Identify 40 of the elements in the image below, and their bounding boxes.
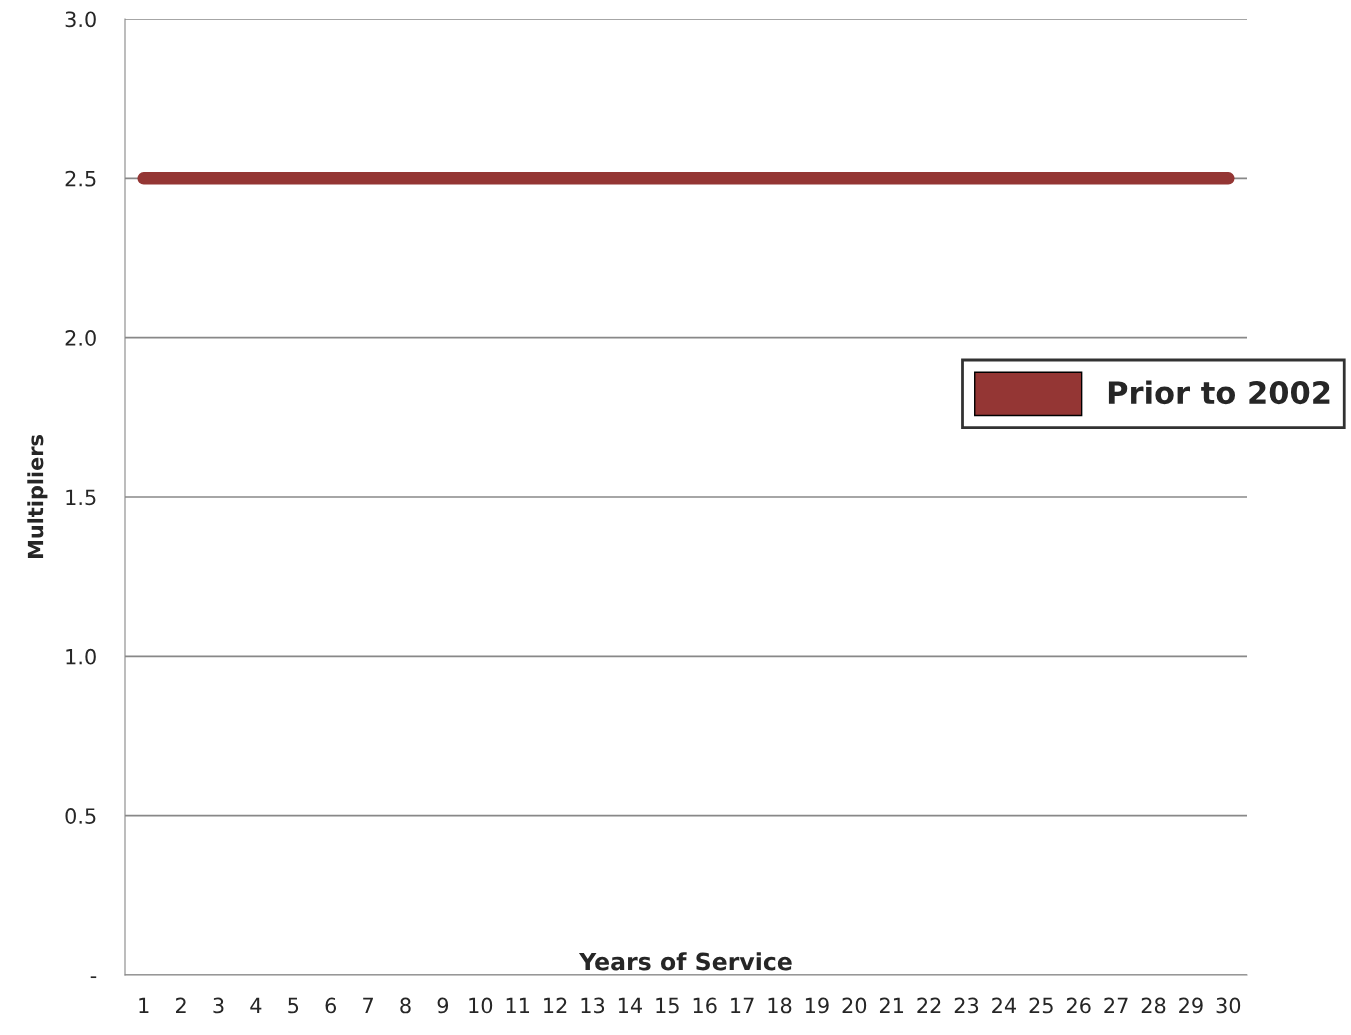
x-tick-label: 16 (693, 997, 717, 1014)
x-tick-label: 22 (917, 997, 941, 1014)
y-tick-label: 1.0 (66, 648, 96, 665)
y-tick-label: 3.0 (65, 11, 96, 28)
y-tick-label: 0.5 (65, 808, 96, 824)
legend-label: Prior to 2002 (1108, 380, 1330, 405)
x-tick-label: 26 (1066, 997, 1091, 1014)
x-tick-label: 6 (325, 997, 337, 1014)
x-tick-label: 25 (1029, 997, 1053, 1014)
x-tick-label: 1 (139, 997, 149, 1014)
x-tick-label: 9 (437, 997, 449, 1014)
x-tick-label: 2 (176, 997, 186, 1014)
x-tick-label: 11 (506, 997, 530, 1014)
x-tick-label: 20 (842, 997, 867, 1014)
y-tick-label: - (90, 976, 97, 979)
x-tick-label: 27 (1104, 997, 1128, 1014)
x-tick-label: 10 (469, 997, 493, 1014)
x-tick-label: 21 (879, 997, 904, 1014)
x-tick-label: 19 (805, 997, 829, 1014)
x-tick-label: 5 (288, 997, 299, 1014)
x-tick-label: 3 (213, 997, 224, 1014)
x-tick-label: 30 (1216, 997, 1241, 1014)
x-tick-label: 8 (400, 997, 411, 1014)
x-axis-title: Years of Service (578, 952, 792, 971)
x-tick-label: 12 (544, 997, 567, 1014)
x-tick-label: 28 (1141, 997, 1166, 1014)
x-tick-label: 13 (581, 997, 605, 1014)
x-tick-label: 29 (1179, 997, 1203, 1014)
x-tick-label: 4 (250, 997, 262, 1014)
y-tick-label: 1.5 (66, 489, 96, 506)
x-tick-label: 17 (731, 997, 754, 1014)
y-tick-label: 2.0 (65, 330, 96, 346)
y-axis-title: Multipliers (27, 435, 48, 558)
x-tick-label: 23 (954, 997, 979, 1014)
x-tick-label: 18 (768, 997, 792, 1014)
x-tick-label: 24 (992, 997, 1016, 1014)
x-tick-label: 14 (618, 997, 642, 1014)
x-tick-label: 7 (363, 997, 373, 1014)
y-tick-label: 2.5 (65, 170, 96, 187)
x-tick-label: 15 (656, 997, 679, 1014)
